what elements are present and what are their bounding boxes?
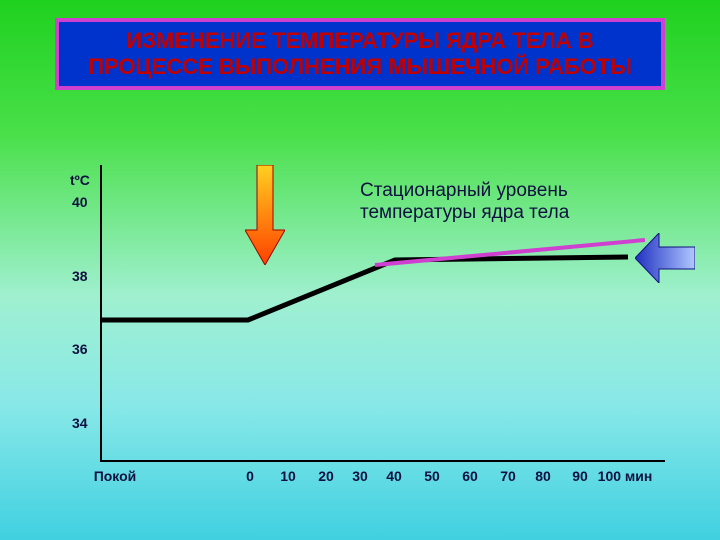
chart-title: ИЗМЕНЕНИЕ ТЕМПЕРАТУРЫ ЯДРА ТЕЛА В ПРОЦЕС… [55, 18, 665, 90]
annotation-text: Стационарный уровень температуры ядра те… [360, 180, 569, 224]
chart-title-text: ИЗМЕНЕНИЕ ТЕМПЕРАТУРЫ ЯДРА ТЕЛА В ПРОЦЕС… [88, 28, 632, 79]
series-core-temp [100, 257, 628, 320]
chart-area: tºC 34363840 Покой0102030405060708090100… [70, 165, 670, 485]
annotation-line2: температуры ядра тела [360, 202, 569, 224]
annotation-line1: Стационарный уровень [360, 180, 569, 202]
series-stationary-level [375, 240, 645, 265]
down-arrow-icon [245, 165, 285, 265]
left-arrow-icon [635, 233, 695, 283]
